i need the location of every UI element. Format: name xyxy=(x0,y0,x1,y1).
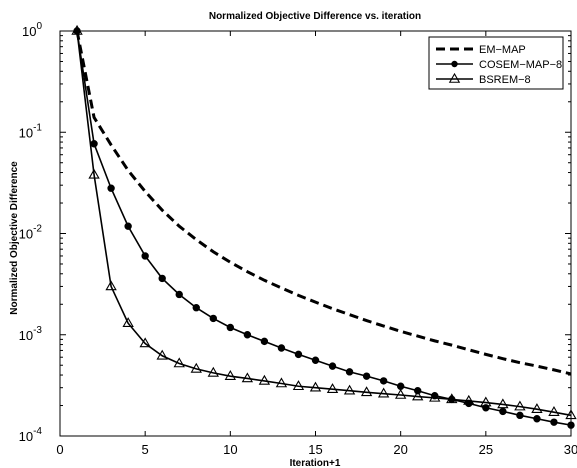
data-point-triangle xyxy=(360,386,373,397)
data-point-triangle xyxy=(377,387,390,398)
data-point-triangle xyxy=(292,380,305,391)
series-layer xyxy=(71,24,577,429)
y-tick-label: 100 xyxy=(22,21,42,39)
data-point-triangle xyxy=(343,384,356,395)
y-tick-exponent: -4 xyxy=(33,426,42,437)
data-point-triangle xyxy=(446,393,458,404)
data-point-triangle xyxy=(531,403,543,413)
x-tick-label: 0 xyxy=(56,442,63,457)
data-point-triangle xyxy=(139,337,151,348)
data-point-circle xyxy=(499,407,507,416)
data-point-triangle xyxy=(105,280,117,291)
data-point-circle xyxy=(294,350,303,359)
data-point-circle xyxy=(362,372,371,380)
chart-title: Normalized Objective Difference vs. iter… xyxy=(209,11,421,22)
data-point-triangle xyxy=(429,391,441,402)
y-tick-exponent: -1 xyxy=(33,122,42,133)
data-point-triangle xyxy=(156,349,168,360)
data-point-circle xyxy=(379,377,388,385)
y-tick-exponent: -3 xyxy=(33,325,42,336)
data-point-triangle xyxy=(207,366,220,377)
y-tick-label: 10-3 xyxy=(19,325,43,343)
y-axis-label: Normalized Objective Difference xyxy=(9,161,20,315)
data-point-circle xyxy=(567,421,575,429)
data-point-circle xyxy=(175,290,183,299)
data-point-circle xyxy=(328,362,337,370)
data-point-circle xyxy=(226,323,235,332)
y-tick-exponent: 0 xyxy=(36,21,42,32)
data-point-triangle xyxy=(190,362,202,373)
data-point-triangle xyxy=(394,388,407,399)
data-point-triangle xyxy=(548,406,560,416)
data-point-triangle xyxy=(224,370,237,380)
data-point-triangle xyxy=(309,381,322,392)
data-point-circle xyxy=(550,418,558,426)
legend-label-1: COSEM−MAP−8 xyxy=(479,59,562,71)
data-point-triangle xyxy=(497,398,509,409)
data-point-circle xyxy=(533,415,541,423)
data-point-triangle xyxy=(514,400,526,411)
data-point-triangle xyxy=(326,383,339,393)
y-tick-label: 10-4 xyxy=(19,426,43,444)
x-tick-label: 25 xyxy=(479,442,493,457)
legend-marker-circle xyxy=(451,60,458,68)
data-point-circle xyxy=(396,382,405,390)
series-line-1 xyxy=(76,30,572,426)
data-point-circle xyxy=(107,184,115,192)
legend-marker-triangle xyxy=(448,72,461,83)
x-tick-label: 5 xyxy=(142,442,149,457)
y-tick-label: 10-1 xyxy=(19,122,43,140)
data-point-triangle xyxy=(463,394,475,405)
data-point-triangle xyxy=(275,377,288,388)
series-line-0 xyxy=(75,30,572,376)
data-point-circle xyxy=(192,303,200,312)
data-point-triangle xyxy=(71,24,83,35)
data-point-triangle xyxy=(480,396,492,407)
x-tick-label: 20 xyxy=(393,442,407,457)
plot-frame xyxy=(59,30,572,437)
data-point-circle xyxy=(124,222,132,230)
x-axis-label: Iteration+1 xyxy=(290,458,341,468)
data-point-triangle xyxy=(258,374,271,385)
legend: EM−MAP COSEM−MAP−8 BSREM−8 xyxy=(428,36,564,90)
data-point-circle xyxy=(158,274,166,283)
data-point-circle xyxy=(141,252,149,260)
data-point-circle xyxy=(345,368,354,376)
data-point-circle xyxy=(209,314,218,323)
y-tick-exponent: -2 xyxy=(33,224,42,235)
data-point-triangle xyxy=(565,409,577,420)
data-point-circle xyxy=(516,411,524,420)
legend-label-0: EM−MAP xyxy=(479,44,526,56)
x-tick-label: 30 xyxy=(564,442,577,457)
data-point-circle xyxy=(260,337,269,346)
data-point-circle xyxy=(90,140,98,148)
x-tick-label: 15 xyxy=(308,442,322,457)
y-tick-label: 10-2 xyxy=(19,224,43,242)
legend-label-2: BSREM−8 xyxy=(479,74,531,86)
data-point-triangle xyxy=(241,372,254,383)
data-point-circle xyxy=(311,356,320,364)
data-point-triangle xyxy=(88,168,100,179)
data-point-circle xyxy=(277,344,286,352)
data-point-triangle xyxy=(122,317,134,328)
data-point-triangle xyxy=(411,390,424,401)
data-point-circle xyxy=(243,331,252,339)
data-point-triangle xyxy=(173,357,185,368)
x-tick-label: 10 xyxy=(223,442,237,457)
